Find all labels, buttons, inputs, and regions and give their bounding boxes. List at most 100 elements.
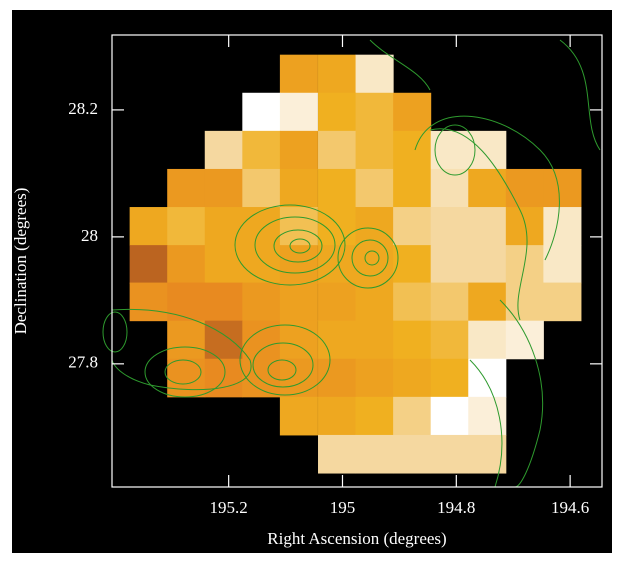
heatmap-cell — [318, 282, 357, 322]
heatmap-cell — [505, 282, 544, 322]
heatmap-cell — [242, 245, 281, 284]
heatmap-cell — [468, 168, 507, 208]
heatmap-cell — [355, 92, 394, 132]
heatmap-cell — [430, 282, 469, 322]
heatmap-cell — [279, 245, 318, 284]
heatmap-cell — [279, 207, 318, 246]
heatmap-cell — [393, 207, 432, 246]
heatmap — [129, 54, 582, 474]
heatmap-cell — [393, 245, 432, 284]
contour — [414, 115, 560, 261]
contour — [351, 239, 389, 277]
x-tick-label: 195.2 — [210, 498, 248, 517]
heatmap-cell — [430, 245, 469, 284]
y-tick-label: 28.2 — [68, 99, 98, 118]
contour — [434, 124, 476, 176]
heatmap-cell — [430, 207, 469, 246]
x-tick-label: 194.8 — [437, 498, 475, 517]
heatmap-cell — [355, 282, 394, 322]
heatmap-cell — [543, 245, 582, 284]
heatmap-cell — [318, 92, 357, 132]
heatmap-cell — [167, 245, 206, 284]
heatmap-cell — [543, 282, 582, 322]
y-tick-label: 27.8 — [68, 353, 98, 372]
heatmap-cell — [393, 130, 432, 170]
y-axis-label: Declination (degrees) — [11, 188, 30, 335]
heatmap-cell — [430, 168, 469, 208]
heatmap-cell — [242, 130, 281, 170]
heatmap-cell — [129, 245, 168, 284]
heatmap-cell — [355, 130, 394, 170]
heatmap-cell — [543, 168, 582, 208]
heatmap-cell — [318, 358, 357, 398]
contours — [102, 39, 601, 488]
heatmap-cell — [505, 207, 544, 246]
heatmap-cell — [167, 320, 206, 360]
heatmap-cell — [318, 396, 357, 436]
heatmap-cell — [318, 168, 357, 208]
heatmap-cell — [393, 320, 432, 360]
heatmap-cell — [468, 245, 507, 284]
heatmap-cell — [543, 207, 582, 246]
contour — [364, 250, 380, 266]
heatmap-cell — [468, 130, 507, 170]
heatmap-cell — [242, 282, 281, 322]
heatmap-cell — [167, 358, 206, 398]
heatmap-cell — [318, 320, 357, 360]
heatmap-cell — [393, 92, 432, 132]
heatmap-cell — [355, 168, 394, 208]
heatmap-cell — [505, 320, 544, 360]
heatmap-cell — [279, 130, 318, 170]
heatmap-cell — [279, 282, 318, 322]
heatmap-cell — [279, 396, 318, 436]
contour — [144, 346, 226, 398]
heatmap-cell — [430, 434, 469, 474]
contour — [102, 311, 128, 353]
contour — [254, 216, 336, 274]
heatmap-cell — [468, 282, 507, 322]
heatmap-cell — [430, 358, 469, 398]
contour — [111, 308, 252, 391]
x-tick-label: 195 — [330, 498, 356, 517]
y-tick-label: 28 — [81, 226, 98, 245]
heatmap-cell — [355, 54, 394, 94]
contour — [164, 359, 202, 385]
heatmap-cell — [318, 54, 357, 94]
contour — [273, 229, 323, 263]
contour — [234, 204, 346, 286]
heatmap-cell — [242, 92, 281, 132]
heatmap-cell — [430, 130, 469, 170]
heatmap-cell — [393, 282, 432, 322]
heatmap-cell — [468, 207, 507, 246]
contour — [559, 39, 601, 151]
contour — [252, 342, 314, 388]
heatmap-cell — [355, 396, 394, 436]
heatmap-cell — [355, 358, 394, 398]
heatmap-cell — [355, 320, 394, 360]
heatmap-cell — [430, 320, 469, 360]
heatmap-cell — [468, 434, 507, 474]
heatmap-cell — [204, 245, 243, 284]
heatmap-cell — [279, 358, 318, 398]
heatmap-cell — [468, 396, 507, 436]
heatmap-cell — [204, 282, 243, 322]
heatmap-cell — [242, 207, 281, 246]
heatmap-cell — [318, 130, 357, 170]
contour — [267, 359, 297, 381]
heatmap-cell — [393, 168, 432, 208]
contour — [429, 128, 528, 321]
heatmap-cell — [279, 54, 318, 94]
heatmap-cell — [279, 168, 318, 208]
plot-frame — [111, 34, 603, 488]
x-tick-label: 194.6 — [551, 498, 589, 517]
heatmap-cell — [430, 396, 469, 436]
contour — [289, 238, 311, 254]
heatmap-cell — [393, 396, 432, 436]
contour — [369, 39, 431, 91]
contour — [469, 359, 503, 488]
heatmap-cell — [505, 168, 544, 208]
heatmap-cell — [167, 282, 206, 322]
heatmap-cell — [204, 207, 243, 246]
heatmap-cell — [355, 434, 394, 474]
